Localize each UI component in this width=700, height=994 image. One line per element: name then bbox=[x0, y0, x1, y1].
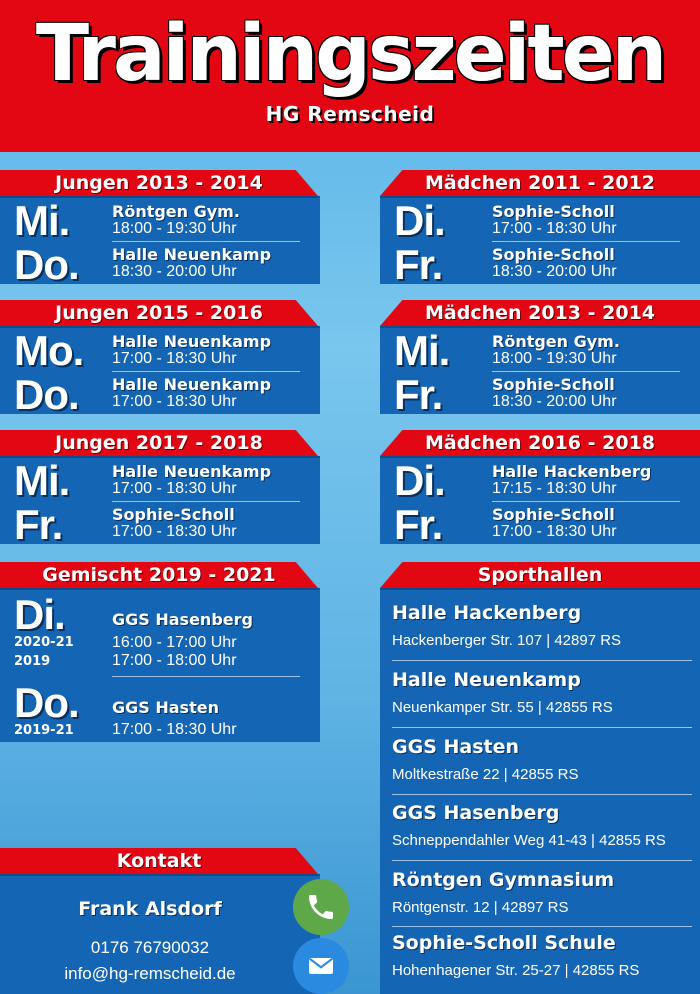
day-label: Do. bbox=[14, 241, 80, 288]
session-time: 17:00 - 18:30 Uhr bbox=[492, 220, 617, 237]
day-label: Fr. bbox=[394, 241, 443, 288]
divider bbox=[112, 241, 300, 242]
venue-divider bbox=[392, 660, 692, 661]
divider bbox=[112, 371, 300, 372]
page-title: Trainingszeiten bbox=[35, 9, 667, 99]
group-title-maedchen-2016: Mädchen 2016 - 2018 bbox=[380, 430, 700, 456]
venue-address: Hohenhagener Str. 25-27 | 42855 RS bbox=[392, 962, 640, 979]
group-panel-jungen-2015: Mo. Halle Neuenkamp 17:00 - 18:30 Uhr Do… bbox=[0, 326, 320, 418]
hall-name: Sophie-Scholl bbox=[492, 505, 615, 524]
day-label: Fr. bbox=[394, 371, 443, 418]
group-panel-maedchen-2016: Di. Halle Hackenberg 17:15 - 18:30 Uhr F… bbox=[380, 456, 700, 548]
session-time: 18:30 - 20:00 Uhr bbox=[492, 393, 617, 410]
day-label: Di. bbox=[394, 457, 446, 504]
hall-name: Halle Neuenkamp bbox=[112, 462, 272, 481]
session-time: 17:00 - 18:30 Uhr bbox=[492, 523, 617, 540]
day-label: Fr. bbox=[14, 501, 63, 548]
day-label: Mo. bbox=[14, 327, 84, 374]
hall-name: Halle Neuenkamp bbox=[112, 245, 272, 264]
session-time: 18:00 - 19:30 Uhr bbox=[492, 350, 617, 367]
venue-divider bbox=[392, 794, 692, 795]
year-label: 2020-21 bbox=[14, 635, 74, 650]
day-label: Di. bbox=[14, 591, 66, 638]
day-label: Di. bbox=[394, 197, 446, 244]
session-time: 17:00 - 18:30 Uhr bbox=[112, 350, 237, 367]
hall-name: Sophie-Scholl bbox=[492, 245, 615, 264]
group-panel-gemischt: Di. GGS Hasenberg 2020-21 2019 16:00 - 1… bbox=[0, 588, 320, 742]
contact-name: Frank Alsdorf bbox=[78, 898, 222, 920]
venue-address: Moltkestraße 22 | 42855 RS bbox=[392, 766, 579, 783]
venue-name: Halle Neuenkamp bbox=[392, 669, 581, 691]
venue-name: GGS Hasten bbox=[392, 736, 520, 758]
group-panel-jungen-2013: Mi. Röntgen Gym. 18:00 - 19:30 Uhr Do. H… bbox=[0, 196, 320, 288]
hall-name: Sophie-Scholl bbox=[492, 202, 615, 221]
venue-address: Röntgenstr. 12 | 42897 RS bbox=[392, 899, 569, 916]
header-banner: Trainingszeiten HG Remscheid bbox=[0, 0, 700, 152]
divider bbox=[492, 241, 680, 242]
day-label: Mi. bbox=[14, 457, 70, 504]
year-label: 2019 bbox=[14, 654, 51, 669]
group-title-maedchen-2013: Mädchen 2013 - 2014 bbox=[380, 300, 700, 326]
hall-name: GGS Hasten bbox=[112, 698, 219, 717]
session-time: 17:00 - 18:30 Uhr bbox=[112, 393, 237, 410]
hall-name: Sophie-Scholl bbox=[112, 505, 235, 524]
session-time: 17:00 - 18:00 Uhr bbox=[112, 652, 237, 669]
venue-name: GGS Hasenberg bbox=[392, 802, 560, 824]
venue-address: Hackenberger Str. 107 | 42897 RS bbox=[392, 632, 622, 649]
day-label: Do. bbox=[14, 679, 80, 726]
hall-name: Sophie-Scholl bbox=[492, 375, 615, 394]
contact-email[interactable]: info@hg-remscheid.de bbox=[64, 964, 236, 983]
venue-divider bbox=[392, 860, 692, 861]
venue-address: Schneppendahler Weg 41-43 | 42855 RS bbox=[392, 832, 666, 849]
venue-divider bbox=[392, 926, 692, 927]
hall-name: Halle Neuenkamp bbox=[112, 332, 272, 351]
group-title-jungen-2017: Jungen 2017 - 2018 bbox=[0, 430, 318, 456]
hall-name: Röntgen Gym. bbox=[112, 202, 240, 221]
hall-name: Halle Hackenberg bbox=[492, 462, 652, 481]
group-title-gemischt: Gemischt 2019 - 2021 bbox=[0, 562, 318, 588]
contact-title: Kontakt bbox=[0, 848, 318, 874]
venues-panel: Halle Hackenberg Hackenberger Str. 107 |… bbox=[380, 588, 700, 994]
session-time: 17:00 - 18:30 Uhr bbox=[112, 480, 237, 497]
phone-icon[interactable] bbox=[293, 879, 349, 935]
group-panel-maedchen-2013: Mi. Röntgen Gym. 18:00 - 19:30 Uhr Fr. S… bbox=[380, 326, 700, 418]
group-title-jungen-2013: Jungen 2013 - 2014 bbox=[0, 170, 318, 196]
session-time: 17:00 - 18:30 Uhr bbox=[112, 721, 237, 738]
hall-name: Röntgen Gym. bbox=[492, 332, 620, 351]
session-time: 18:00 - 19:30 Uhr bbox=[112, 220, 237, 237]
venue-name: Halle Hackenberg bbox=[392, 602, 582, 624]
group-title-jungen-2015: Jungen 2015 - 2016 bbox=[0, 300, 318, 326]
page-subtitle: HG Remscheid bbox=[265, 102, 435, 126]
day-label: Do. bbox=[14, 371, 80, 418]
hall-name: GGS Hasenberg bbox=[112, 610, 253, 629]
venues-title: Sporthallen bbox=[380, 562, 700, 588]
group-panel-jungen-2017: Mi. Halle Neuenkamp 17:00 - 18:30 Uhr Fr… bbox=[0, 456, 320, 548]
venue-name: Sophie-Scholl Schule bbox=[392, 932, 616, 954]
divider bbox=[112, 501, 300, 502]
contact-phone[interactable]: 0176 76790032 bbox=[90, 938, 210, 957]
venue-divider bbox=[392, 727, 692, 728]
venue-name: Röntgen Gymnasium bbox=[392, 869, 615, 891]
day-label: Fr. bbox=[394, 501, 443, 548]
day-label: Mi. bbox=[14, 197, 70, 244]
venue-address: Neuenkamper Str. 55 | 42855 RS bbox=[392, 699, 613, 716]
session-time: 17:15 - 18:30 Uhr bbox=[492, 480, 617, 497]
mail-icon[interactable] bbox=[293, 938, 349, 994]
session-time: 18:30 - 20:00 Uhr bbox=[112, 263, 237, 280]
hall-name: Halle Neuenkamp bbox=[112, 375, 272, 394]
group-title-maedchen-2011: Mädchen 2011 - 2012 bbox=[380, 170, 700, 196]
session-time: 18:30 - 20:00 Uhr bbox=[492, 263, 617, 280]
divider bbox=[492, 501, 680, 502]
session-time: 16:00 - 17:00 Uhr bbox=[112, 634, 237, 651]
group-panel-maedchen-2011: Di. Sophie-Scholl 17:00 - 18:30 Uhr Fr. … bbox=[380, 196, 700, 288]
session-time: 17:00 - 18:30 Uhr bbox=[112, 523, 237, 540]
divider bbox=[492, 371, 680, 372]
divider bbox=[112, 676, 300, 677]
day-label: Mi. bbox=[394, 327, 450, 374]
contact-panel: Frank Alsdorf 0176 76790032 info@hg-rems… bbox=[0, 874, 320, 994]
year-label: 2019-21 bbox=[14, 723, 74, 738]
